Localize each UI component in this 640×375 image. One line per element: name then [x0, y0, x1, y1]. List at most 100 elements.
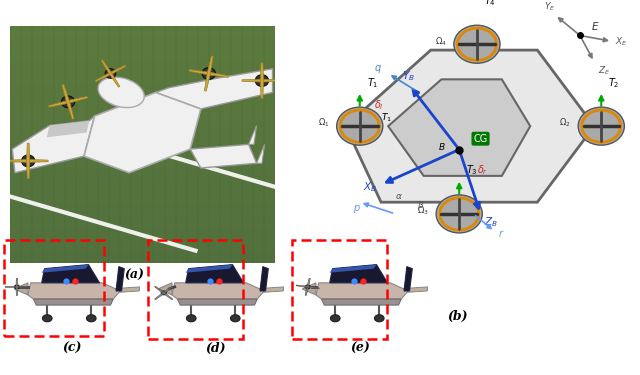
Circle shape: [105, 69, 116, 78]
Polygon shape: [28, 283, 120, 299]
Polygon shape: [330, 265, 376, 273]
Text: CG: CG: [474, 134, 488, 144]
Bar: [10, 239, 275, 251]
Polygon shape: [248, 126, 257, 144]
Polygon shape: [260, 63, 264, 98]
Polygon shape: [47, 121, 89, 137]
Circle shape: [337, 107, 383, 145]
Text: $Y_E$: $Y_E$: [545, 0, 556, 13]
Polygon shape: [12, 116, 95, 173]
Polygon shape: [111, 287, 140, 293]
Circle shape: [202, 68, 216, 80]
Text: $\Omega_2$: $\Omega_2$: [559, 117, 571, 129]
Polygon shape: [172, 283, 264, 299]
Circle shape: [374, 315, 384, 322]
Ellipse shape: [98, 77, 144, 108]
Bar: [10, 26, 275, 38]
Polygon shape: [16, 278, 18, 296]
Circle shape: [230, 315, 240, 322]
Text: (c): (c): [62, 342, 81, 354]
Text: $X_B$: $X_B$: [364, 180, 378, 194]
Polygon shape: [296, 285, 319, 289]
Bar: [10, 50, 275, 62]
Bar: [10, 156, 275, 168]
Polygon shape: [242, 79, 282, 82]
Polygon shape: [62, 84, 74, 119]
Polygon shape: [186, 265, 244, 283]
Text: $T_3$: $T_3$: [467, 164, 478, 177]
Bar: [10, 203, 275, 215]
Bar: [10, 251, 275, 262]
Bar: [10, 215, 275, 227]
Polygon shape: [33, 299, 113, 305]
Polygon shape: [49, 96, 88, 107]
Circle shape: [454, 25, 500, 63]
Text: $Z_E$: $Z_E$: [598, 64, 610, 77]
Text: (d): (d): [205, 342, 226, 354]
Bar: [10, 38, 275, 50]
Bar: [10, 192, 275, 203]
Circle shape: [578, 107, 625, 145]
Text: $\Omega_4$: $\Omega_4$: [435, 35, 447, 48]
Circle shape: [61, 96, 75, 108]
Polygon shape: [154, 286, 173, 300]
Polygon shape: [8, 159, 48, 162]
Polygon shape: [42, 265, 88, 273]
Text: $r$: $r$: [499, 228, 505, 239]
Bar: [10, 180, 275, 192]
Text: $\beta$: $\beta$: [417, 199, 424, 212]
Circle shape: [15, 285, 19, 289]
Polygon shape: [257, 144, 264, 163]
Polygon shape: [158, 283, 172, 295]
Text: $\delta_r$: $\delta_r$: [477, 163, 488, 177]
Polygon shape: [186, 265, 232, 273]
Polygon shape: [330, 265, 388, 283]
Text: $Z_B$: $Z_B$: [484, 216, 498, 229]
Bar: [10, 62, 275, 74]
Text: $\delta_l$: $\delta_l$: [374, 99, 384, 112]
Bar: [10, 97, 275, 109]
Circle shape: [255, 75, 269, 87]
Text: $E$: $E$: [591, 20, 599, 32]
Polygon shape: [305, 278, 310, 296]
Text: $\Omega_1$: $\Omega_1$: [318, 117, 330, 129]
Bar: [10, 227, 275, 239]
Circle shape: [305, 285, 310, 289]
Polygon shape: [388, 80, 530, 176]
Text: $T_1$: $T_1$: [367, 76, 378, 90]
Text: $\alpha$: $\alpha$: [396, 192, 403, 201]
Text: (b): (b): [447, 310, 468, 323]
Polygon shape: [404, 267, 412, 291]
Polygon shape: [154, 286, 173, 300]
Text: $T_1$: $T_1$: [381, 111, 392, 124]
Polygon shape: [27, 143, 30, 178]
Text: $\Omega_3$: $\Omega_3$: [417, 205, 429, 217]
Polygon shape: [189, 70, 228, 77]
Circle shape: [42, 315, 52, 322]
Text: (a): (a): [124, 269, 145, 282]
Text: $T_2$: $T_2$: [609, 76, 620, 90]
Bar: [10, 133, 275, 144]
Circle shape: [436, 195, 483, 233]
Polygon shape: [204, 56, 213, 91]
Bar: [10, 74, 275, 86]
Circle shape: [161, 291, 166, 295]
Circle shape: [330, 315, 340, 322]
Polygon shape: [101, 60, 120, 87]
Bar: [10, 109, 275, 121]
Circle shape: [22, 155, 35, 167]
Polygon shape: [156, 69, 273, 109]
Polygon shape: [95, 65, 126, 82]
Text: (e): (e): [350, 342, 369, 354]
Polygon shape: [321, 299, 401, 305]
Polygon shape: [177, 299, 257, 305]
Text: $B$: $B$: [438, 141, 445, 152]
Polygon shape: [5, 286, 29, 288]
Text: $Y_B$: $Y_B$: [403, 69, 415, 83]
Polygon shape: [84, 92, 201, 173]
Text: $p$: $p$: [353, 203, 360, 215]
Polygon shape: [260, 267, 268, 291]
Polygon shape: [316, 283, 408, 299]
Polygon shape: [14, 283, 28, 295]
Polygon shape: [302, 283, 316, 295]
